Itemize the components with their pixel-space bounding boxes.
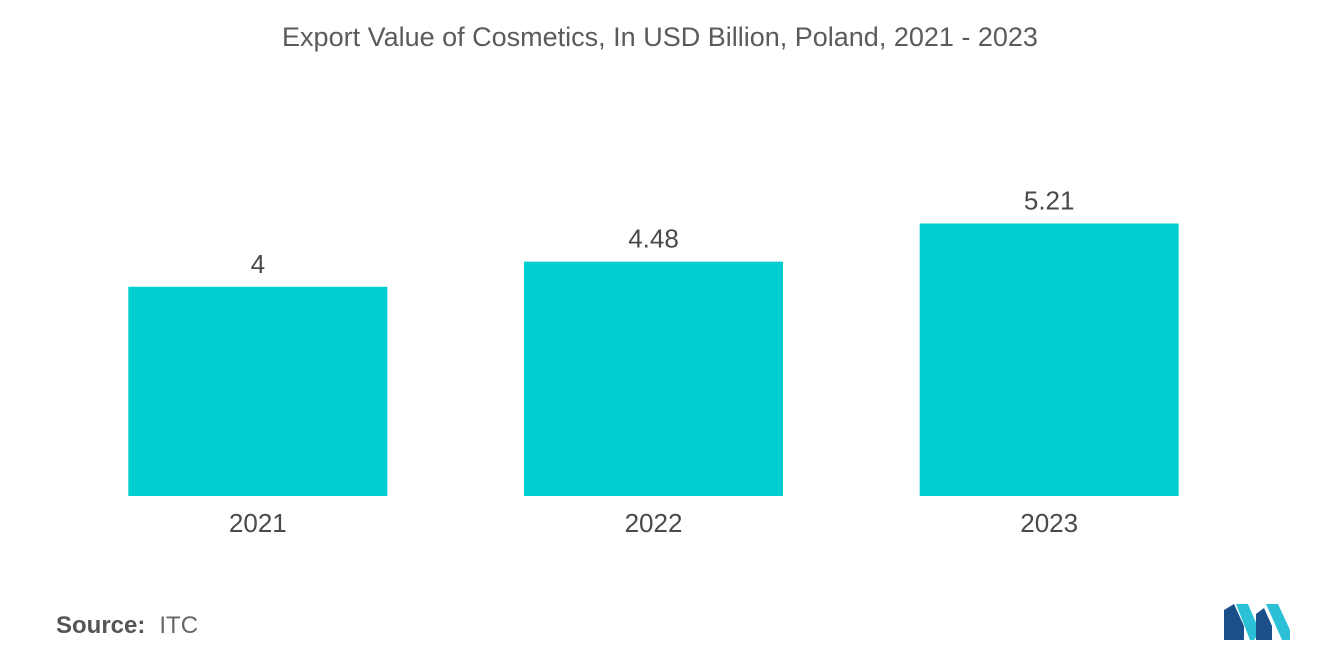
source-value: ITC	[159, 612, 199, 639]
bar-chart: 4 2021 4.48 2022 5.21 2023	[128, 185, 1179, 538]
x-tick-label-2022: 2022	[625, 508, 683, 538]
brand-logo-icon	[1224, 604, 1290, 640]
value-label-2021: 4	[251, 249, 265, 279]
x-tick-label-2021: 2021	[229, 508, 287, 538]
source-label: Source:	[56, 612, 146, 639]
value-label-2023: 5.21	[1024, 185, 1075, 215]
bar-2022	[524, 261, 783, 496]
x-tick-label-2023: 2023	[1020, 508, 1078, 538]
chart-title: Export Value of Cosmetics, In USD Billio…	[282, 22, 1038, 52]
bar-2023	[919, 223, 1179, 496]
source-note: Source: ITC	[56, 612, 198, 640]
bar-2021	[128, 286, 388, 496]
value-label-2022: 4.48	[628, 224, 679, 254]
